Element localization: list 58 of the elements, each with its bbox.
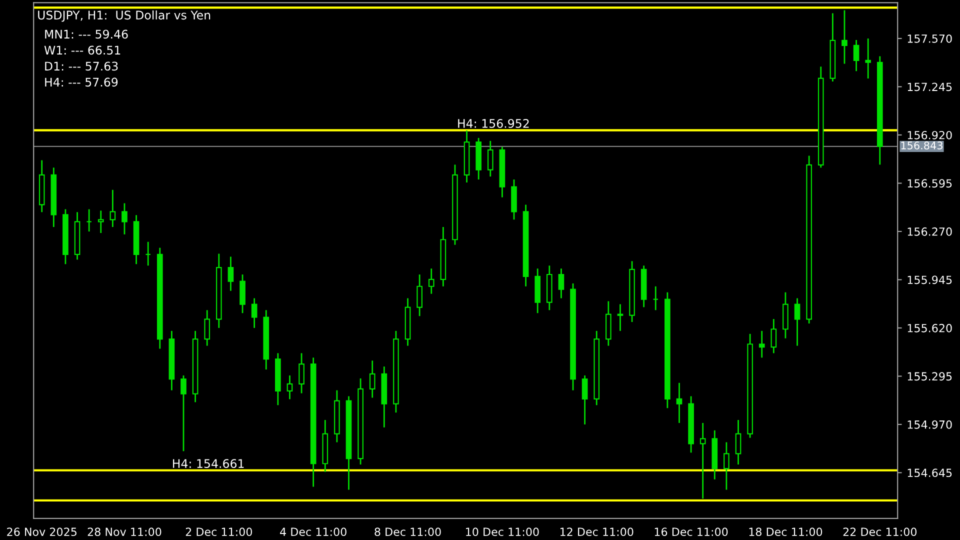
x-tick-label: 8 Dec 11:00: [374, 528, 441, 536]
x-tick-label: 12 Dec 11:00: [560, 528, 634, 536]
ref-line-label: 156.843: [901, 142, 942, 150]
x-tick-label: 22 Dec 11:00: [843, 528, 917, 536]
annotation: D1: --- 57.63: [45, 62, 118, 71]
y-tick-label: 155.945: [908, 276, 952, 284]
candlestick: [180, 374, 186, 452]
y-tick-label: 154.970: [908, 420, 952, 429]
candlestick: [676, 382, 682, 424]
candlestick: [369, 360, 376, 398]
annotation: H4: --- 57.69: [45, 78, 118, 87]
y-tick-label: 157.570: [908, 34, 952, 43]
candlestick: [735, 419, 742, 466]
x-tick-label: 4 Dec 11:00: [280, 528, 346, 536]
candlestick: [842, 10, 848, 64]
candlestick: [582, 374, 588, 426]
annotation: MN1: --- 59.46: [45, 30, 128, 39]
text: USDJPY, H1: US Dollar vs Yen: [38, 10, 210, 22]
y-tick-label: 156.920: [908, 130, 952, 140]
annotation: W1: --- 66.51: [44, 46, 120, 55]
candlestick: [865, 38, 872, 80]
x-tick-label: 10 Dec 11:00: [466, 528, 539, 536]
candlestick: [428, 268, 434, 294]
y-tick-label: 155.620: [908, 324, 952, 332]
candlestick: [617, 304, 624, 332]
y-tick-label: 157.245: [908, 82, 952, 92]
candlestick: [487, 140, 494, 178]
candlestick: [86, 208, 92, 232]
candlestick: [240, 274, 246, 314]
candlestick: [204, 309, 210, 346]
candlestick: [251, 298, 258, 329]
candlestick: [724, 442, 730, 490]
ref-line-label: H4: 156.952: [458, 119, 529, 128]
candlestick: [794, 298, 800, 346]
y-tick-label: 156.270: [908, 227, 952, 236]
candlestick: [122, 202, 128, 236]
candlestick: [145, 241, 152, 266]
x-tick-label: 18 Dec 11:00: [749, 528, 822, 536]
candlestick: [770, 318, 777, 354]
candlestick: [98, 210, 104, 234]
x-tick-label: 2 Dec 11:00: [186, 528, 252, 536]
candlestick: [416, 274, 422, 317]
x-tick-label: 28 Nov 11:00: [88, 528, 162, 536]
candlestick: [286, 374, 293, 400]
candlestick: [558, 268, 564, 299]
candlestick: [758, 330, 765, 358]
candlestick: [298, 352, 304, 394]
x-tick-label: 16 Dec 11:00: [654, 528, 728, 536]
x-tick-label: 26 Nov 2025: [7, 528, 76, 536]
y-tick-label: 155.295: [908, 372, 952, 381]
candlestick: [228, 256, 234, 292]
y-tick-label: 154.645: [908, 468, 952, 478]
candlestick: [853, 39, 860, 72]
ref-line-label: H4: 154.661: [173, 459, 244, 468]
y-tick-label: 156.595: [908, 179, 952, 188]
candlestick: [700, 422, 706, 500]
candlestick: [110, 189, 116, 228]
candlestick: [652, 286, 659, 311]
